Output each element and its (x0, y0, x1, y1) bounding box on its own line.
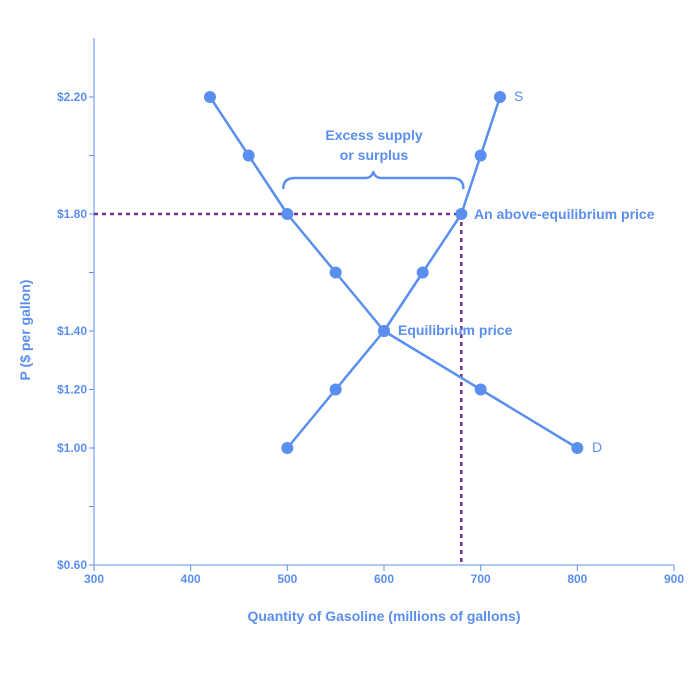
x-tick-label: 400 (181, 572, 201, 586)
y-axis-title: P ($ per gallon) (17, 280, 33, 381)
demand-curve-label: D (592, 439, 602, 455)
data-points (204, 91, 584, 454)
y-tick-label: $0.60 (57, 558, 87, 572)
x-tick-label: 700 (471, 572, 491, 586)
surplus-label-line2: or surplus (340, 147, 409, 163)
above-equilibrium-label: An above-equilibrium price (474, 206, 655, 222)
supply-point (455, 208, 468, 220)
supply-point (281, 442, 294, 454)
y-tick-label: $1.00 (57, 441, 87, 455)
demand-point (329, 266, 342, 279)
demand-point (378, 325, 390, 337)
y-tick-label: $2.20 (57, 90, 87, 104)
demand-point (204, 91, 216, 103)
y-tick-label: $1.40 (57, 324, 87, 338)
x-tick-label: 900 (664, 572, 684, 586)
reference-lines (94, 212, 463, 565)
supply-point (474, 149, 487, 162)
x-tick-label: 500 (277, 572, 297, 586)
surplus-brace (282, 170, 465, 190)
x-tick-label: 800 (567, 572, 587, 586)
demand-point (281, 208, 294, 220)
supply-point (416, 266, 429, 279)
demand-point (242, 149, 255, 162)
x-tick-label: 600 (374, 572, 394, 586)
x-axis-title: Quantity of Gasoline (millions of gallon… (247, 608, 520, 624)
demand-point (474, 383, 487, 396)
y-tick-label: $1.20 (57, 383, 87, 397)
labels: Quantity of Gasoline (millions of gallon… (17, 88, 655, 624)
x-tick-label: 300 (84, 572, 104, 586)
demand-point (571, 442, 584, 454)
supply-point (494, 91, 506, 103)
tick-marks: 300 400 500 600 700 800 900 $0.60 $1.00 $1.20 $1.4… (57, 90, 684, 586)
surplus-label-line1: Excess supply (325, 127, 422, 143)
supply-curve-label: S (514, 88, 523, 104)
axes (93, 38, 674, 566)
equilibrium-label: Equilibrium price (398, 322, 513, 338)
y-tick-label: $1.80 (57, 207, 87, 221)
supply-point (329, 383, 342, 396)
